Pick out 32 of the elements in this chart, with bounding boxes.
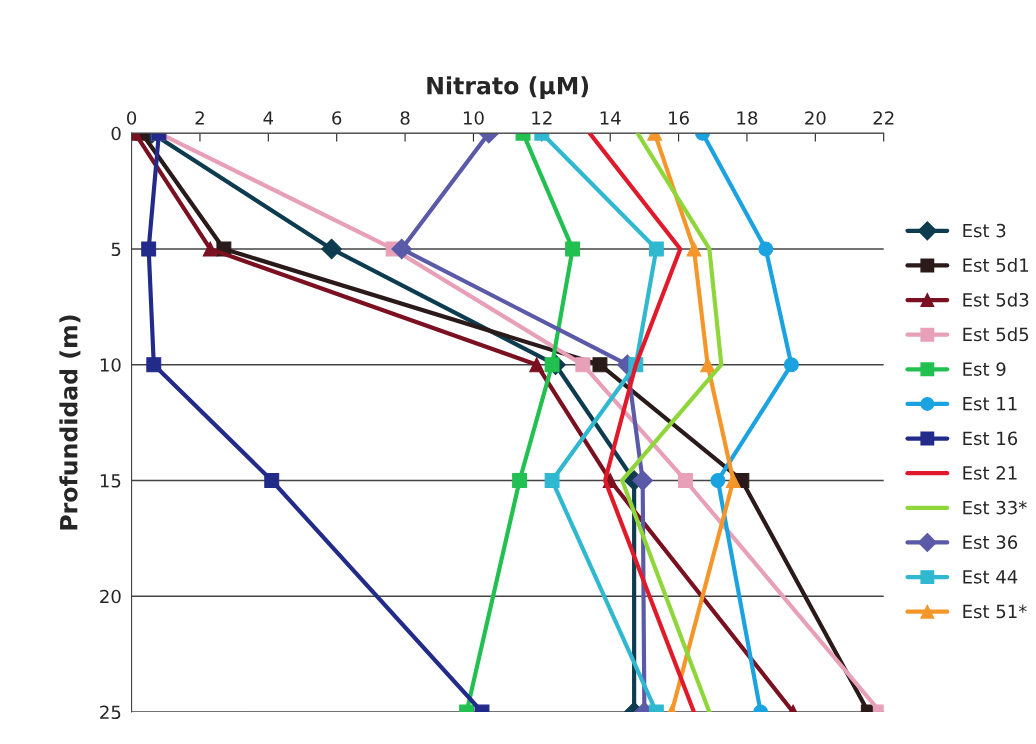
legend-label: Est 11 xyxy=(963,397,1017,411)
x-tick-label: 12 xyxy=(532,111,552,125)
legend-label: Est 36 xyxy=(963,535,1018,550)
legend-label: Est 5d1 xyxy=(963,258,1029,273)
x-tick-label: 20 xyxy=(805,111,826,125)
x-tick-label: 8 xyxy=(400,111,410,125)
x-tick-label: 2 xyxy=(195,111,204,125)
legend-label: Est 44 xyxy=(963,570,1018,584)
legend-label: Est 3 xyxy=(963,223,1006,238)
x-tick-label: 16 xyxy=(669,111,689,125)
legend-label: Est 5d3 xyxy=(963,292,1029,307)
legend-label: Est 5d5 xyxy=(963,327,1029,342)
x-tick-label: 22 xyxy=(873,111,894,125)
y-tick-label: 25 xyxy=(100,705,121,720)
legend-label: Est 16 xyxy=(963,431,1018,446)
legend-label: Est 51* xyxy=(963,604,1027,619)
x-tick-label: 18 xyxy=(737,111,758,125)
x-tick-label: 4 xyxy=(263,111,274,125)
x-tick-label: 14 xyxy=(600,111,621,125)
x-tick-label: 10 xyxy=(463,111,484,125)
legend-label: Est 33* xyxy=(963,500,1027,515)
x-tick-label: 6 xyxy=(332,111,342,125)
y-tick-label: 0 xyxy=(111,126,121,141)
x-tick-label: 0 xyxy=(127,111,137,125)
y-tick-label: 20 xyxy=(100,589,121,604)
y-axis-title: Profundidad (m) xyxy=(59,315,81,530)
y-tick-label: 15 xyxy=(100,474,121,488)
legend-label: Est 9 xyxy=(963,362,1006,376)
legend-label: Est 21 xyxy=(963,466,1017,480)
y-tick-label: 5 xyxy=(111,242,121,257)
y-tick-label: 10 xyxy=(100,358,121,372)
x-axis-title: Nitrato (µM) xyxy=(427,76,589,100)
